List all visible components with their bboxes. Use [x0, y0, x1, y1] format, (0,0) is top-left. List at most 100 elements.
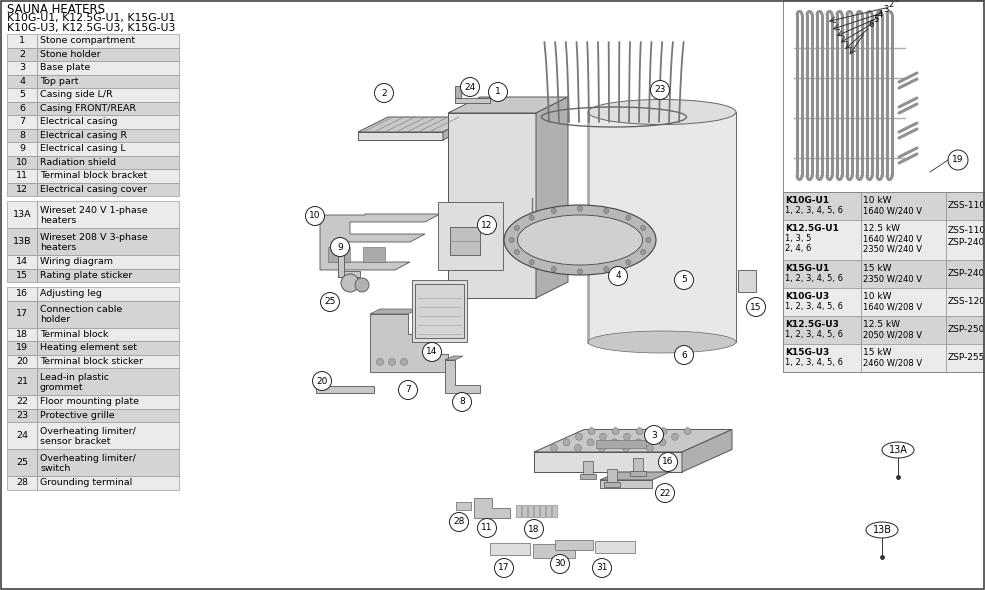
Text: 6: 6	[681, 350, 687, 359]
Bar	[363, 247, 385, 262]
Text: 20: 20	[316, 376, 328, 385]
Text: 2050 W/208 V: 2050 W/208 V	[863, 330, 922, 339]
Text: Grounding terminal: Grounding terminal	[40, 478, 132, 487]
Circle shape	[647, 433, 654, 440]
Bar	[37, 115, 179, 129]
Bar	[540, 505, 545, 517]
Text: 25: 25	[324, 297, 336, 306]
Text: 23: 23	[654, 86, 666, 94]
Text: 15: 15	[16, 271, 28, 280]
Text: Base plate: Base plate	[40, 63, 91, 72]
Bar	[546, 505, 551, 517]
Text: 12.5 kW: 12.5 kW	[863, 320, 900, 329]
Bar	[600, 480, 652, 488]
Text: 30: 30	[555, 559, 565, 569]
Circle shape	[587, 439, 594, 446]
Bar	[7, 287, 37, 300]
Text: 31: 31	[596, 563, 608, 572]
Text: 23: 23	[16, 411, 28, 419]
Bar	[7, 34, 37, 48]
Text: Wiring diagram: Wiring diagram	[40, 257, 113, 266]
Bar	[37, 422, 179, 449]
Bar	[783, 192, 985, 372]
Ellipse shape	[504, 205, 656, 275]
Bar	[783, 0, 985, 192]
Circle shape	[509, 238, 514, 242]
Circle shape	[575, 433, 582, 440]
Text: Casing FRONT/REAR: Casing FRONT/REAR	[40, 104, 136, 113]
Bar	[7, 422, 37, 449]
Bar	[580, 474, 596, 479]
Text: heaters: heaters	[40, 216, 77, 225]
Text: 1640 W/240 V: 1640 W/240 V	[863, 206, 922, 215]
Circle shape	[551, 444, 558, 451]
Bar	[738, 270, 756, 292]
Circle shape	[659, 453, 678, 471]
Bar	[37, 61, 179, 74]
Text: 1640 W/240 V: 1640 W/240 V	[863, 234, 922, 243]
Text: 14: 14	[16, 257, 28, 266]
Circle shape	[376, 359, 383, 365]
Text: 22: 22	[16, 397, 28, 407]
Circle shape	[494, 559, 513, 578]
Text: 11: 11	[16, 171, 28, 181]
Bar	[7, 408, 37, 422]
Bar	[37, 74, 179, 88]
Circle shape	[612, 428, 619, 435]
Polygon shape	[448, 113, 536, 298]
Text: 19: 19	[952, 156, 963, 165]
Bar	[438, 202, 503, 270]
Text: K12.5G-U1: K12.5G-U1	[785, 224, 839, 233]
Text: Top part: Top part	[40, 77, 79, 86]
Circle shape	[650, 80, 670, 100]
Text: Electrical casing cover: Electrical casing cover	[40, 185, 147, 194]
Text: 7: 7	[19, 117, 25, 126]
Bar	[37, 201, 179, 228]
Bar	[7, 255, 37, 268]
Text: 16: 16	[662, 457, 674, 467]
Text: 14: 14	[427, 348, 437, 356]
Text: Heating element set: Heating element set	[40, 343, 137, 352]
Bar	[37, 408, 179, 422]
Bar	[37, 268, 179, 282]
Text: 15 kW: 15 kW	[863, 264, 891, 273]
Polygon shape	[600, 472, 670, 480]
Text: 18: 18	[16, 330, 28, 339]
Text: 1: 1	[893, 0, 898, 4]
Bar	[37, 395, 179, 408]
Bar	[7, 228, 37, 255]
Text: Electrical casing: Electrical casing	[40, 117, 117, 126]
Text: Rating plate sticker: Rating plate sticker	[40, 271, 132, 280]
Bar	[7, 169, 37, 182]
Text: Wireset 208 V 3-phase: Wireset 208 V 3-phase	[40, 233, 148, 242]
Text: 5: 5	[681, 276, 687, 284]
Circle shape	[461, 77, 480, 97]
Bar	[7, 476, 37, 490]
Bar	[7, 368, 37, 395]
Bar	[37, 341, 179, 355]
Circle shape	[331, 238, 350, 257]
Bar	[7, 341, 37, 355]
Bar	[7, 88, 37, 101]
Text: 1, 2, 3, 4, 5, 6: 1, 2, 3, 4, 5, 6	[785, 206, 843, 215]
Text: Terminal block bracket: Terminal block bracket	[40, 171, 147, 181]
Circle shape	[655, 483, 675, 503]
Text: grommet: grommet	[40, 383, 84, 392]
Polygon shape	[445, 356, 463, 360]
Text: K15G-U1: K15G-U1	[785, 264, 829, 273]
Text: 25: 25	[16, 458, 28, 467]
Circle shape	[640, 250, 646, 254]
Circle shape	[489, 83, 507, 101]
Bar	[37, 34, 179, 48]
Circle shape	[625, 215, 630, 220]
Bar	[37, 255, 179, 268]
Text: 5: 5	[19, 90, 25, 99]
Text: 7: 7	[405, 385, 411, 395]
Circle shape	[423, 343, 441, 362]
Text: Electrical casing L: Electrical casing L	[40, 144, 126, 153]
Text: ZSP-255: ZSP-255	[948, 353, 985, 362]
Text: 12.5 kW: 12.5 kW	[863, 224, 900, 233]
Polygon shape	[370, 309, 418, 314]
Text: 13A: 13A	[888, 445, 907, 455]
Circle shape	[574, 444, 581, 451]
